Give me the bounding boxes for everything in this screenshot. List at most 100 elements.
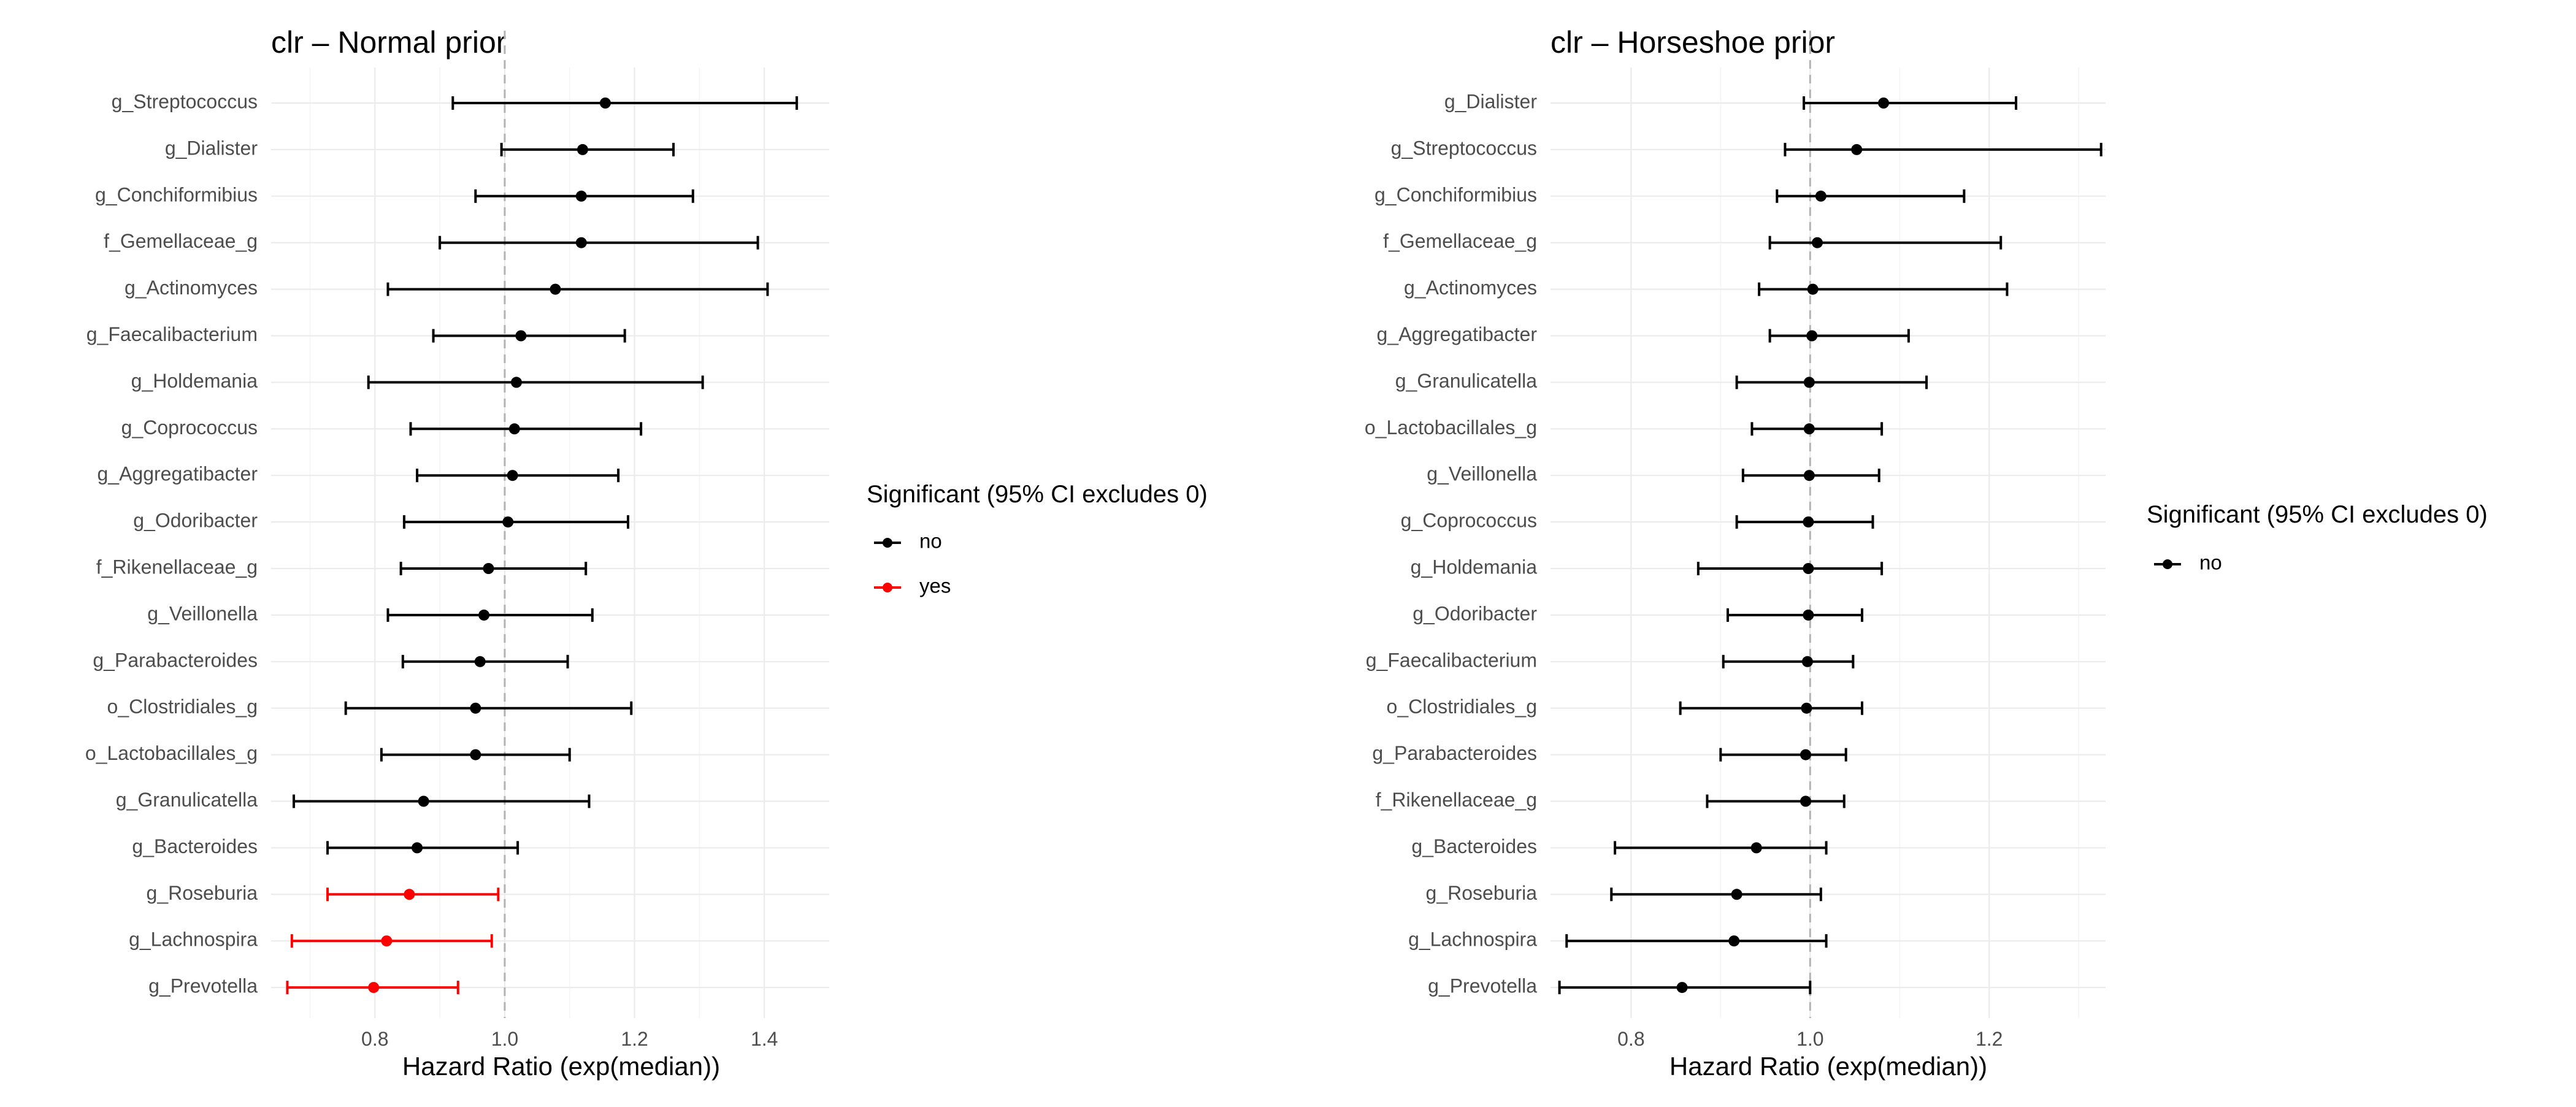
median-point	[404, 889, 415, 900]
median-point	[1803, 516, 1814, 528]
estimate-row	[432, 329, 626, 343]
x-tick-label: 1.2	[1976, 1028, 2003, 1050]
estimate-row	[1696, 562, 1884, 575]
normal-prior-marks	[286, 96, 799, 995]
median-point	[1811, 237, 1823, 248]
estimate-row	[1735, 375, 1928, 389]
median-point	[575, 190, 587, 202]
horseshoe-prior-legend: Significant (95% CI excludes 0) no	[2147, 501, 2488, 574]
estimate-row	[1735, 515, 1874, 529]
normal-prior-y-ticks: g_Streptococcus g_Dialister g_Conchiformib…	[85, 90, 258, 997]
y-tick-label: g_Parabacteroides	[1372, 742, 1537, 764]
median-point	[550, 283, 561, 295]
estimate-row	[1614, 841, 1828, 855]
median-point	[508, 423, 520, 435]
y-tick-label: g_Conchiformibius	[1374, 183, 1537, 205]
estimate-row	[293, 794, 591, 808]
median-point	[1851, 144, 1863, 155]
median-point	[507, 470, 518, 481]
median-point	[577, 144, 588, 155]
estimate-row	[1741, 469, 1880, 483]
median-point	[1878, 98, 1889, 109]
horseshoe-prior-legend-title: Significant (95% CI excludes 0)	[2147, 501, 2488, 528]
x-tick-label: 1.0	[1796, 1028, 1823, 1050]
y-tick-label: g_Dialister	[1444, 90, 1538, 112]
legend-entry: no	[2154, 551, 2222, 574]
estimate-row	[416, 469, 620, 483]
y-tick-label: g_Actinomyces	[125, 277, 258, 299]
estimate-row	[1706, 794, 1846, 808]
y-tick-label: g_Coprococcus	[121, 416, 258, 439]
estimate-row	[1776, 189, 1966, 203]
y-tick-label: g_Lachnospira	[129, 929, 258, 951]
median-point	[1806, 330, 1818, 342]
estimate-row	[439, 236, 759, 250]
median-point	[599, 98, 611, 109]
estimate-row	[1719, 748, 1847, 762]
median-point	[1728, 935, 1740, 947]
y-tick-label: o_Lactobacillales_g	[85, 742, 258, 764]
median-point	[1815, 190, 1827, 202]
estimate-row	[367, 375, 704, 389]
estimate-row	[290, 934, 493, 948]
y-tick-label: g_Coprococcus	[1401, 510, 1537, 532]
horseshoe-prior-title: clr – Horseshoe prior	[1551, 25, 1835, 59]
estimate-row	[1750, 422, 1884, 436]
x-tick-label: 1.2	[621, 1028, 648, 1050]
legend-label: no	[919, 530, 942, 553]
estimate-row	[1768, 329, 1910, 343]
y-tick-label: g_Lachnospira	[1408, 929, 1537, 951]
x-tick-label: 1.4	[751, 1028, 778, 1050]
median-point	[1800, 749, 1812, 760]
normal-prior-legend-title: Significant (95% CI excludes 0)	[867, 481, 1208, 508]
y-tick-label: f_Rikenellaceae_g	[1376, 789, 1537, 811]
y-tick-label: g_Bacteroides	[1411, 835, 1537, 857]
legend-key-point	[883, 538, 892, 548]
median-point	[515, 330, 527, 342]
median-point	[1800, 795, 1812, 807]
horseshoe-prior-x-ticks: 0.8 1.0 1.2	[1617, 1028, 2003, 1050]
normal-prior-legend-entries: no yes	[874, 530, 951, 597]
legend-label: no	[2199, 551, 2222, 574]
legend-key-point	[2163, 559, 2172, 569]
median-point	[1801, 702, 1812, 714]
median-point	[418, 795, 429, 807]
median-point	[575, 237, 587, 248]
estimate-row	[386, 608, 594, 622]
estimate-row	[1679, 701, 1863, 715]
y-tick-label: g_Prevotella	[148, 975, 258, 997]
y-tick-label: g_Conchiformibius	[95, 183, 258, 205]
y-tick-label: o_Lactobacillales_g	[1365, 416, 1537, 439]
normal-prior-title: clr – Normal prior	[271, 25, 506, 59]
median-point	[1731, 889, 1742, 900]
horseshoe-prior-x-axis-label: Hazard Ratio (exp(median))	[1669, 1052, 1987, 1081]
y-tick-label: g_Holdemania	[1411, 556, 1538, 578]
y-tick-label: g_Veillonella	[1427, 463, 1537, 485]
legend-entry: no	[874, 530, 942, 553]
estimate-row	[451, 96, 799, 110]
y-tick-label: g_Actinomyces	[1404, 277, 1537, 299]
y-tick-label: g_Odoribacter	[1413, 602, 1537, 624]
estimate-row	[326, 841, 519, 855]
legend-entry: yes	[874, 575, 951, 597]
median-point	[1803, 609, 1814, 621]
y-tick-label: g_Dialister	[165, 137, 258, 159]
normal-prior-x-ticks: 0.8 1.0 1.2 1.4	[361, 1028, 778, 1050]
horseshoe-prior-grid	[1551, 67, 2106, 1018]
median-point	[412, 842, 423, 854]
estimate-row	[386, 282, 769, 296]
estimate-row	[1722, 654, 1855, 668]
median-point	[478, 609, 490, 621]
median-point	[474, 656, 486, 667]
y-tick-label: g_Veillonella	[147, 602, 258, 624]
median-point	[1807, 283, 1819, 295]
estimate-row	[1565, 934, 1828, 948]
y-tick-label: g_Granulicatella	[1395, 370, 1537, 392]
normal-prior-grid	[271, 67, 829, 1018]
x-tick-label: 1.0	[491, 1028, 518, 1050]
normal-prior-legend: Significant (95% CI excludes 0) no yes	[867, 481, 1208, 597]
estimate-row	[401, 654, 569, 668]
y-tick-label: g_Streptococcus	[1391, 137, 1537, 159]
y-tick-label: g_Prevotella	[1428, 975, 1537, 997]
